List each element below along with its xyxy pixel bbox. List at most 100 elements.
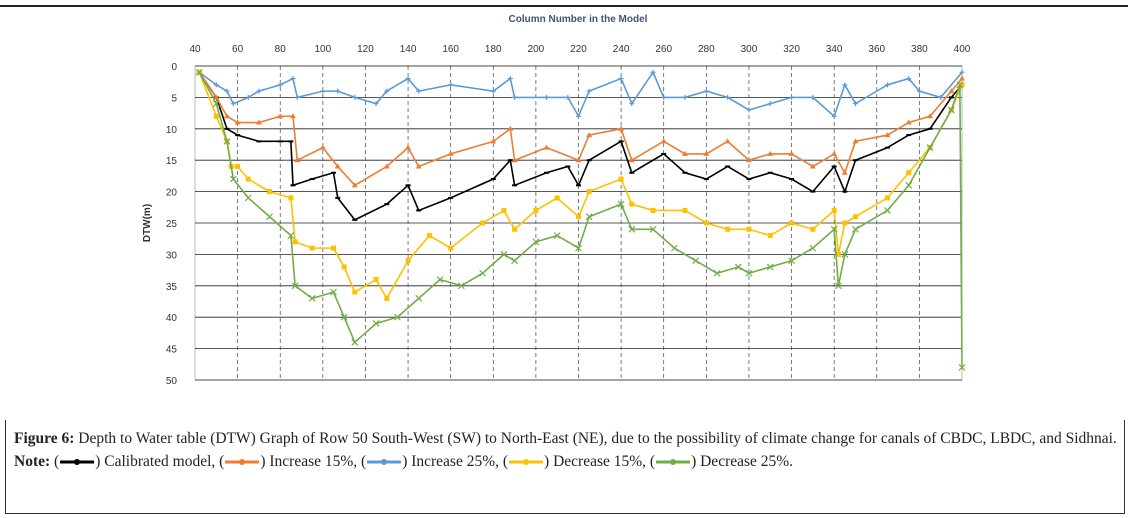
caption-text: Depth to Water table (DTW) Graph of Row … bbox=[74, 430, 1117, 447]
data-point bbox=[576, 214, 581, 220]
data-point bbox=[926, 144, 934, 152]
data-point bbox=[884, 207, 891, 214]
x-tick-label: 80 bbox=[275, 44, 287, 55]
data-point bbox=[330, 288, 337, 296]
data-point bbox=[575, 157, 582, 163]
data-point bbox=[500, 250, 508, 258]
data-point bbox=[618, 176, 624, 182]
data-point bbox=[948, 88, 955, 94]
data-point bbox=[507, 76, 513, 82]
x-tick-label: 200 bbox=[528, 44, 545, 55]
x-tick-label: 60 bbox=[232, 44, 244, 55]
legend-label: ) Calibrated model, ( bbox=[95, 453, 225, 470]
y-tick-label: 25 bbox=[166, 219, 178, 230]
data-point bbox=[947, 106, 955, 114]
data-point bbox=[660, 138, 667, 144]
y-axis-title: DTW(m) bbox=[142, 204, 153, 242]
data-point bbox=[767, 101, 773, 107]
data-point bbox=[905, 119, 912, 125]
data-point bbox=[586, 88, 592, 94]
data-point bbox=[335, 88, 341, 94]
data-point bbox=[244, 194, 252, 202]
data-point bbox=[852, 214, 858, 220]
data-point bbox=[245, 176, 251, 182]
legend-swatch bbox=[508, 451, 544, 474]
y-tick-label: 50 bbox=[166, 376, 178, 387]
data-point bbox=[341, 264, 347, 270]
y-tick-label: 5 bbox=[171, 93, 177, 104]
data-point bbox=[320, 88, 326, 94]
x-axis-title: Column Number in the Model bbox=[509, 14, 648, 25]
data-point bbox=[725, 226, 731, 232]
data-point bbox=[852, 138, 859, 144]
data-point bbox=[352, 94, 358, 100]
data-point bbox=[766, 263, 774, 271]
x-tick-label: 160 bbox=[442, 44, 459, 55]
data-point bbox=[373, 277, 379, 283]
data-point bbox=[448, 82, 454, 88]
data-point bbox=[512, 94, 518, 100]
data-point bbox=[842, 220, 848, 226]
x-tick-label: 340 bbox=[826, 44, 843, 55]
x-tick-label: 280 bbox=[698, 44, 715, 55]
data-point bbox=[294, 94, 300, 100]
series-increase-25- bbox=[196, 69, 965, 119]
data-point bbox=[340, 313, 348, 321]
data-point bbox=[384, 88, 390, 94]
series-increase-15- bbox=[196, 69, 965, 188]
data-point bbox=[224, 88, 230, 94]
data-point bbox=[628, 225, 636, 233]
data-point bbox=[788, 150, 795, 156]
data-point bbox=[351, 182, 358, 188]
data-point bbox=[308, 294, 316, 302]
data-point bbox=[745, 269, 753, 277]
data-point bbox=[649, 225, 657, 233]
y-tick-label: 20 bbox=[166, 188, 178, 199]
data-point bbox=[906, 76, 912, 82]
data-point bbox=[384, 295, 390, 301]
data-point bbox=[575, 244, 582, 252]
data-point bbox=[884, 132, 891, 138]
data-point bbox=[956, 81, 964, 89]
data-point bbox=[544, 94, 550, 100]
data-point bbox=[533, 207, 539, 213]
data-point bbox=[746, 107, 752, 113]
data-point bbox=[927, 113, 934, 119]
data-point bbox=[810, 94, 816, 100]
data-point bbox=[256, 88, 262, 94]
data-point bbox=[290, 76, 296, 82]
data-point bbox=[479, 269, 487, 277]
data-point bbox=[267, 189, 273, 195]
series-line bbox=[198, 70, 963, 119]
series-line bbox=[198, 71, 963, 300]
data-point bbox=[212, 100, 220, 108]
data-point bbox=[629, 201, 635, 207]
data-point bbox=[291, 282, 299, 290]
data-point bbox=[831, 113, 837, 119]
data-point bbox=[223, 113, 230, 119]
data-point bbox=[351, 338, 359, 346]
caption-frame bbox=[5, 420, 1125, 514]
data-point bbox=[809, 163, 816, 169]
data-point bbox=[309, 245, 315, 251]
data-point bbox=[810, 226, 816, 232]
data-point bbox=[842, 82, 848, 88]
legend-label: ) Increase 25%, ( bbox=[402, 453, 509, 470]
data-point bbox=[334, 163, 341, 169]
x-tick-label: 360 bbox=[868, 44, 885, 55]
data-point bbox=[618, 125, 625, 131]
x-tick-label: 240 bbox=[613, 44, 630, 55]
data-point bbox=[628, 157, 635, 163]
data-point bbox=[703, 150, 710, 156]
y-tick-label: 0 bbox=[171, 62, 177, 73]
data-point bbox=[670, 244, 678, 252]
data-point bbox=[245, 94, 251, 100]
data-point bbox=[650, 207, 656, 213]
data-point bbox=[480, 220, 486, 226]
data-point bbox=[287, 232, 295, 239]
data-point bbox=[831, 150, 838, 156]
data-point bbox=[554, 195, 560, 201]
data-point bbox=[884, 195, 890, 201]
data-point bbox=[235, 163, 241, 169]
legend-label: ) Decrease 25%. bbox=[691, 453, 794, 470]
